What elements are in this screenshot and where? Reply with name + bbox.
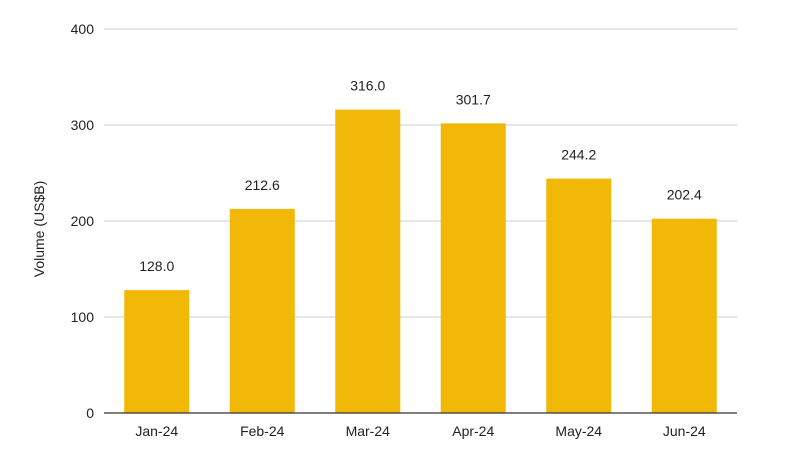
bar-jun-24 xyxy=(651,218,717,413)
y-tick-label: 100 xyxy=(71,309,95,325)
y-axis-title: Volume (US$B) xyxy=(31,181,47,277)
bars xyxy=(124,109,717,414)
gridlines xyxy=(104,28,737,318)
labels: 0 100 200 300 400 128.0 Jan-24 212.6 Feb-24 316.0… xyxy=(71,21,706,439)
data-label: 244.2 xyxy=(561,147,596,163)
data-label: 301.7 xyxy=(456,91,491,107)
y-tick-label: 0 xyxy=(86,405,94,421)
data-label: 202.4 xyxy=(667,187,702,203)
x-tick-label: Jun-24 xyxy=(663,423,706,439)
x-tick-label: Apr-24 xyxy=(452,423,494,439)
x-tick-label: Jan-24 xyxy=(135,423,178,439)
y-tick-label: 300 xyxy=(71,117,95,133)
data-label: 212.6 xyxy=(245,177,280,193)
bar-jan-24 xyxy=(124,290,190,413)
bar-apr-24 xyxy=(440,123,506,414)
x-tick-label: Feb-24 xyxy=(240,423,285,439)
x-tick-label: Mar-24 xyxy=(346,423,391,439)
data-label: 128.0 xyxy=(139,258,174,274)
bar-mar-24 xyxy=(335,109,401,413)
y-tick-label: 200 xyxy=(71,213,95,229)
y-tick-label: 400 xyxy=(71,21,95,37)
data-label: 316.0 xyxy=(350,78,385,94)
bar-feb-24 xyxy=(229,208,295,413)
x-tick-label: May-24 xyxy=(555,423,602,439)
bar-may-24 xyxy=(546,178,612,413)
